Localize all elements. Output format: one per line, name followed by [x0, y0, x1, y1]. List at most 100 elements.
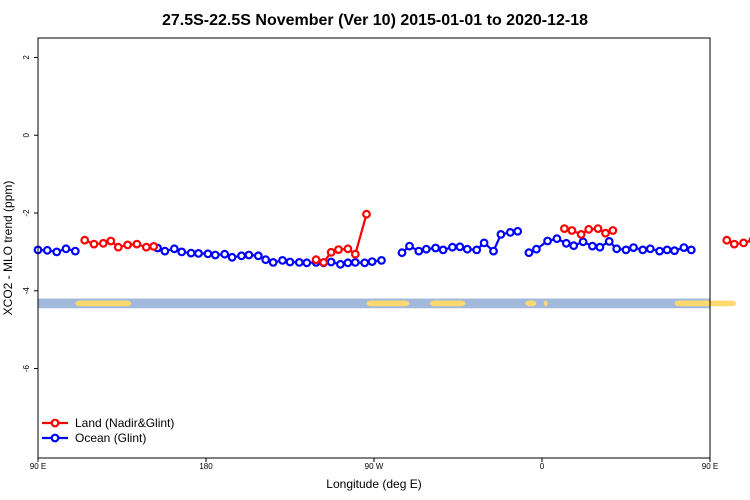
coverage-bands: [38, 298, 737, 309]
data-point-ocean-glint-3-2: [543, 236, 552, 246]
x-tick-label-4: 90 E: [702, 462, 718, 471]
legend-label-land-nadir-glint: Land (Nadir&Glint): [75, 416, 174, 430]
data-point-ocean-glint-2-11: [489, 246, 498, 256]
data-point-ocean-glint-1-2: [169, 244, 179, 254]
x-tick-label-0: 90 E: [30, 462, 46, 471]
data-point-ocean-glint-1-7: [210, 250, 220, 260]
data-point-land-nadir-glint-3-2: [739, 238, 748, 248]
data-point-ocean-glint-0-1: [42, 245, 52, 255]
data-point-land-nadir-glint-1-0: [311, 255, 321, 265]
data-point-ocean-glint-3-6: [578, 237, 588, 247]
data-point-ocean-glint-1-8: [220, 249, 230, 259]
data-point-land-nadir-glint-1-5: [350, 249, 360, 259]
y-tick-label-3: -4: [22, 287, 31, 295]
data-point-ocean-glint-1-14: [268, 258, 278, 267]
data-point-ocean-glint-3-4: [561, 238, 571, 248]
data-point-ocean-glint-3-16: [662, 245, 672, 255]
data-point-ocean-glint-3-3: [552, 234, 562, 244]
coverage-band-highlight-1: [366, 300, 410, 307]
data-point-ocean-glint-2-2: [414, 246, 424, 256]
data-point-ocean-glint-1-4: [186, 248, 196, 258]
y-tick-label-0: 2: [22, 55, 31, 60]
data-point-ocean-glint-2-10: [479, 238, 489, 248]
chart-title: 27.5S-22.5S November (Ver 10) 2015-01-01…: [162, 12, 588, 29]
data-point-ocean-glint-1-17: [294, 258, 304, 267]
data-point-ocean-glint-3-19: [686, 245, 696, 255]
data-point-ocean-glint-3-13: [638, 245, 648, 255]
data-point-ocean-glint-2-1: [405, 241, 414, 251]
data-point-land-nadir-glint-3-1: [729, 239, 739, 249]
data-point-ocean-glint-3-15: [655, 246, 664, 256]
data-point-ocean-glint-3-9: [604, 236, 614, 246]
data-point-ocean-glint-1-23: [343, 258, 353, 268]
data-point-ocean-glint-2-13: [505, 227, 515, 237]
data-point-ocean-glint-3-12: [629, 243, 638, 253]
data-point-ocean-glint-2-9: [472, 245, 482, 255]
x-axis: 90 E 180 90 W 0 90 E: [30, 458, 718, 471]
data-point-land-nadir-glint-2-3: [584, 224, 594, 234]
data-point-land-nadir-glint-1-6: [362, 209, 371, 219]
data-point-land-nadir-glint-2-5: [601, 228, 610, 238]
data-point-land-nadir-glint-1-4: [343, 244, 353, 254]
data-point-land-nadir-glint-1-2: [326, 247, 336, 257]
y-tick-label-2: -2: [22, 209, 31, 217]
legend: Land (Nadir&Glint)Ocean (Glint): [42, 416, 174, 445]
data-point-ocean-glint-1-21: [326, 257, 336, 267]
data-point-ocean-glint-2-4: [431, 243, 441, 253]
data-point-land-nadir-glint-0-6: [132, 239, 142, 249]
data-point-ocean-glint-1-18: [302, 258, 312, 268]
data-point-ocean-glint-1-9: [227, 252, 237, 262]
data-point-ocean-glint-1-12: [253, 251, 263, 261]
data-point-ocean-glint-3-0: [524, 248, 534, 258]
data-point-ocean-glint-2-6: [448, 242, 457, 252]
coverage-band-highlight-3: [525, 300, 537, 307]
legend-label-ocean-glint: Ocean (Glint): [75, 431, 146, 445]
data-point-ocean-glint-2-8: [462, 244, 472, 254]
y-axis-label: XCO2 - MLO trend (ppm): [1, 181, 15, 316]
x-tick-label-1: 180: [199, 462, 213, 471]
data-point-land-nadir-glint-2-6: [608, 226, 618, 235]
data-point-land-nadir-glint-2-2: [576, 229, 586, 239]
data-point-ocean-glint-3-17: [670, 246, 679, 256]
data-point-ocean-glint-0-3: [61, 244, 71, 254]
data-point-ocean-glint-3-8: [595, 242, 605, 252]
data-point-ocean-glint-1-26: [367, 257, 377, 267]
legend-marker-ocean-glint: [50, 433, 60, 443]
data-point-land-nadir-glint-1-1: [319, 258, 329, 267]
data-point-land-nadir-glint-0-2: [98, 238, 108, 248]
data-point-land-nadir-glint-2-0: [560, 224, 569, 234]
data-point-ocean-glint-3-7: [588, 241, 597, 251]
data-point-ocean-glint-2-7: [455, 242, 465, 252]
data-point-ocean-glint-0-2: [52, 247, 62, 257]
y-tick-label-4: -6: [22, 364, 31, 372]
y-axis: 2 0 -2 -4 -6: [22, 55, 38, 372]
data-point-ocean-glint-1-24: [350, 258, 360, 267]
data-point-ocean-glint-1-13: [261, 255, 271, 265]
data-point-ocean-glint-3-10: [612, 244, 622, 254]
coverage-band-highlight-2: [430, 300, 466, 307]
data-point-ocean-glint-1-25: [360, 258, 370, 268]
legend-marker-land-nadir-glint: [50, 418, 60, 428]
coverage-band-highlight-5: [674, 300, 737, 307]
data-point-land-nadir-glint-2-1: [567, 226, 577, 235]
data-point-ocean-glint-3-1: [532, 244, 541, 254]
data-point-ocean-glint-1-11: [244, 250, 254, 260]
data-point-ocean-glint-1-1: [160, 246, 170, 256]
x-tick-label-2: 90 W: [365, 462, 384, 471]
y-tick-label-1: 0: [22, 132, 31, 137]
data-point-ocean-glint-0-4: [70, 246, 80, 256]
series-land-nadir-glint: [80, 209, 750, 267]
data-point-ocean-glint-2-12: [496, 229, 506, 239]
data-point-ocean-glint-1-10: [237, 251, 246, 261]
data-point-ocean-glint-1-3: [177, 247, 187, 257]
coverage-band-highlight-0: [75, 300, 132, 307]
data-point-ocean-glint-1-22: [336, 259, 345, 269]
data-point-land-nadir-glint-0-5: [123, 240, 132, 250]
data-point-land-nadir-glint-0-3: [106, 236, 116, 246]
data-point-land-nadir-glint-0-4: [113, 242, 123, 252]
data-point-ocean-glint-2-3: [421, 244, 431, 254]
series-ocean-glint: [33, 226, 696, 269]
data-point-ocean-glint-2-0: [397, 248, 407, 258]
data-point-land-nadir-glint-3-0: [722, 235, 732, 245]
data-point-land-nadir-glint-0-8: [149, 241, 159, 251]
